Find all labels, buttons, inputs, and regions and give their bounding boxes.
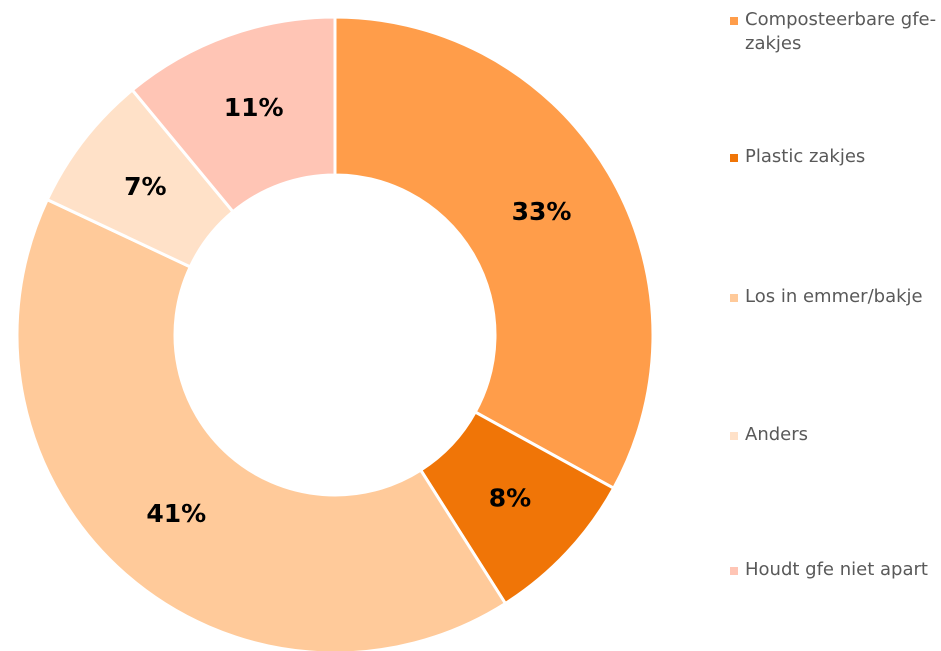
legend-entry: Los in emmer/bakje (730, 285, 941, 309)
legend-swatch (730, 567, 738, 575)
value-label: 8% (489, 483, 531, 512)
legend-swatch (730, 294, 738, 302)
legend-label: Plastic zakjes (745, 146, 866, 167)
value-label: 7% (124, 172, 166, 201)
value-label: 11% (224, 93, 284, 122)
legend-label: Los in emmer/bakje (745, 286, 923, 307)
legend-label: Anders (745, 424, 808, 445)
value-label: 33% (512, 197, 572, 226)
slice (15, 197, 508, 651)
value-label: 41% (146, 499, 206, 528)
legend-entry: Plastic zakjes (730, 145, 941, 169)
legend-entry: Composteerbare gfe-zakjes (730, 8, 941, 56)
legend-label: Houdt gfe niet apart (745, 559, 928, 580)
legend-entry: Houdt gfe niet apart (730, 558, 941, 582)
legend-swatch (730, 154, 738, 162)
legend: Composteerbare gfe-zakjes Plastic zakjes L… (730, 0, 941, 651)
legend-entry: Anders (730, 423, 941, 447)
legend-swatch (730, 17, 738, 25)
legend-swatch (730, 432, 738, 440)
legend-label: Composteerbare gfe-zakjes (745, 9, 937, 54)
slice (333, 15, 655, 491)
slice (130, 15, 337, 214)
